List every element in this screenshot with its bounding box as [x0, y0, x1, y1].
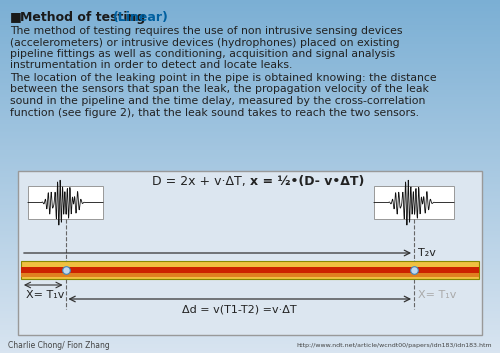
Text: T₂v: T₂v [418, 248, 436, 258]
Text: http://www.ndt.net/article/wcndt00/papers/idn183/idn183.htm: http://www.ndt.net/article/wcndt00/paper… [296, 343, 492, 348]
Bar [28, 186, 103, 219]
Text: The method of testing requires the use of non intrusive sensing devices: The method of testing requires the use o… [10, 26, 402, 36]
Bar [18, 171, 482, 335]
Text: The location of the leaking point in the pipe is obtained knowing: the distance: The location of the leaking point in the… [10, 73, 436, 83]
Text: (Linear): (Linear) [113, 11, 169, 24]
Text: function (see figure 2), that the leak sound takes to reach the two sensors.: function (see figure 2), that the leak s… [10, 108, 419, 118]
Text: (accelerometers) or intrusive devices (hydrophones) placed on existing: (accelerometers) or intrusive devices (h… [10, 37, 400, 48]
Text: instrumentation in order to detect and locate leaks.: instrumentation in order to detect and l… [10, 60, 292, 71]
Text: Charlie Chong/ Fion Zhang: Charlie Chong/ Fion Zhang [8, 341, 110, 351]
Text: x = ½•(D- v•ΔT): x = ½•(D- v•ΔT) [250, 175, 364, 189]
Bar [21, 261, 479, 279]
Text: Δd = v(T1-T2) =v·ΔT: Δd = v(T1-T2) =v·ΔT [182, 304, 297, 314]
Text: D = 2x + v·ΔT,: D = 2x + v·ΔT, [152, 175, 250, 189]
Text: pipeline fittings as well as conditioning, acquisition and signal analysis: pipeline fittings as well as conditionin… [10, 49, 395, 59]
Bar [21, 268, 479, 273]
Bar [21, 273, 479, 277]
Text: ■: ■ [10, 11, 22, 24]
Text: sound in the pipeline and the time delay, measured by the cross-correlation: sound in the pipeline and the time delay… [10, 96, 426, 106]
Text: Method of testing: Method of testing [20, 11, 150, 24]
Bar [374, 186, 454, 219]
Text: X= T₁v: X= T₁v [26, 290, 64, 300]
Text: X= T₁v: X= T₁v [418, 290, 457, 300]
Text: between the sensors that span the leak, the propagation velocity of the leak: between the sensors that span the leak, … [10, 84, 429, 95]
